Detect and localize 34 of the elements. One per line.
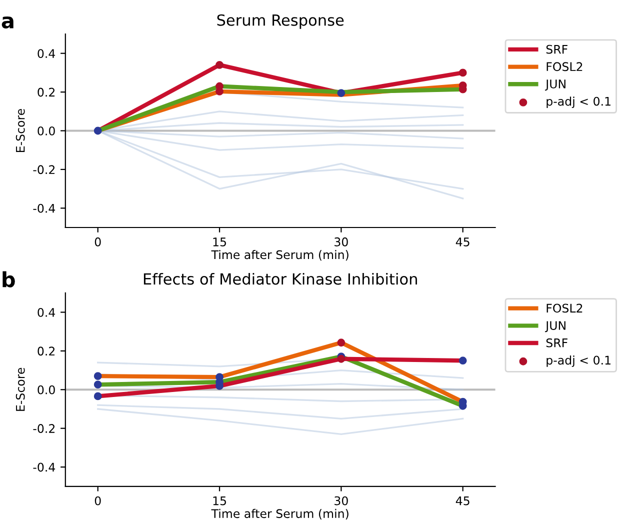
y-tick-label: 0.4 (38, 308, 56, 317)
x-tick-label: 30 (334, 237, 348, 246)
legend-label: SRF (546, 338, 568, 348)
x-tick-label: 0 (94, 237, 101, 246)
y-axis-title: E-Score (16, 108, 25, 152)
y-tick-label: -0.4 (33, 204, 56, 213)
x-tick-label: 45 (456, 496, 470, 506)
legend-label: SRF (546, 44, 568, 54)
y-tick-label: -0.4 (33, 462, 56, 472)
x-tick-label: 0 (94, 496, 101, 506)
legend-label: JUN (545, 80, 566, 91)
x-tick-label: 45 (456, 238, 470, 246)
legend-label: FOSL2 (546, 304, 582, 313)
text: a (2, 16, 14, 28)
y-axis-title: E-Score (16, 368, 25, 411)
legend-label: JUN (545, 321, 566, 332)
legend-label: p-adj < 0.1 (546, 355, 610, 367)
y-tick-label: 0.0 (38, 385, 55, 394)
y-tick-label: -0.2 (33, 165, 55, 174)
legend-label: FOSL2 (546, 62, 582, 72)
x-tick-label: 15 (213, 238, 226, 246)
text: b (2, 271, 15, 288)
y-tick-label: -0.2 (33, 424, 55, 433)
chart-title: Effects of Mediator Kinase Inhibition (144, 272, 417, 285)
x-axis-title: Time after Serum (min) (211, 250, 348, 261)
y-tick-label: 0.4 (38, 49, 56, 58)
x-tick-label: 15 (213, 496, 226, 506)
chart-title: Serum Response (217, 14, 344, 29)
y-tick-label: 0.0 (38, 126, 55, 136)
y-tick-label: 0.2 (38, 346, 55, 356)
y-tick-label: 0.2 (38, 88, 55, 97)
legend-label: p-adj < 0.1 (546, 96, 610, 108)
x-axis-title: Time after Serum (min) (211, 508, 348, 520)
x-tick-label: 30 (334, 496, 348, 506)
